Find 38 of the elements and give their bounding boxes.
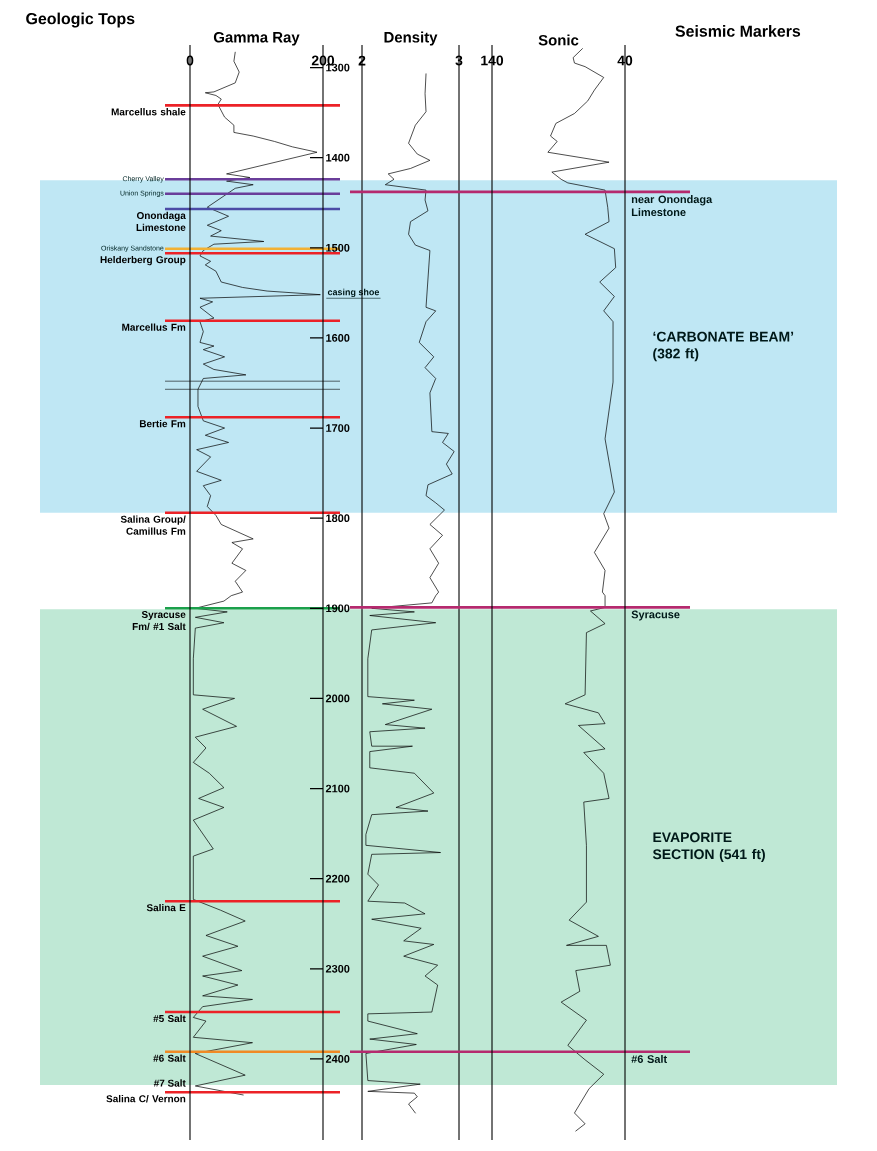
x-tick-label: 140: [481, 55, 504, 66]
band-label: ‘CARBONATE BEAM’ (382 ft): [653, 331, 794, 362]
ref-line-label: Salina E: [146, 903, 186, 912]
ref-line-label: #6 Salt: [631, 1054, 667, 1063]
y-tick-label: 2300: [325, 964, 350, 973]
ref-line-label: Salina C/ Vernon: [106, 1094, 186, 1103]
y-tick-label: 1600: [326, 334, 350, 342]
y-tick-label: 1800: [326, 514, 350, 523]
ref-line-label: Salina Group/ Camillus Fm: [120, 515, 186, 535]
ref-line-label: #6 Salt: [153, 1054, 186, 1062]
ref-line-label: Syracuse: [631, 610, 680, 621]
text: Seismic Markers: [675, 25, 801, 37]
ref-line-label: Marcellus Fm: [122, 323, 186, 331]
x-tick-label: 40: [617, 55, 633, 66]
x-tick-label: 0: [186, 55, 194, 66]
y-tick-label: 1400: [326, 153, 350, 162]
ref-line-label: #5 Salt: [153, 1014, 186, 1023]
y-tick-label: 2400: [325, 1055, 350, 1063]
ref-line-label: Marcellus shale: [111, 108, 186, 116]
y-tick-label: 1700: [326, 424, 350, 432]
chart-title: Geologic Tops: [26, 12, 135, 28]
ref-line-label: Bertie Fm: [139, 419, 186, 428]
y-tick-label: 2000: [325, 694, 350, 703]
y-tick-label: 2100: [325, 784, 350, 793]
band-label: EVAPORITE SECTION (541 ft): [652, 832, 765, 862]
x-axis-title: Gamma Ray: [213, 31, 300, 46]
ref-line-label: Syracuse Fm/ #1 Salt: [132, 610, 186, 631]
ref-line-label: near Onondaga Limestone: [631, 195, 713, 217]
text: #7 Salt: [153, 1079, 186, 1087]
ref-line-label: Helderberg Group: [100, 255, 186, 266]
x-axis-title: Density: [384, 31, 438, 46]
y-tick-label: 1900: [326, 604, 350, 613]
x-axis-title: Sonic: [538, 34, 579, 46]
x-tick-label: 3: [455, 55, 463, 66]
y-tick-label: 2200: [325, 874, 350, 883]
y-tick-label: 1500: [326, 243, 350, 252]
ref-line-label: Onondaga Limestone: [136, 211, 186, 232]
x-tick-label: 2: [358, 55, 366, 66]
